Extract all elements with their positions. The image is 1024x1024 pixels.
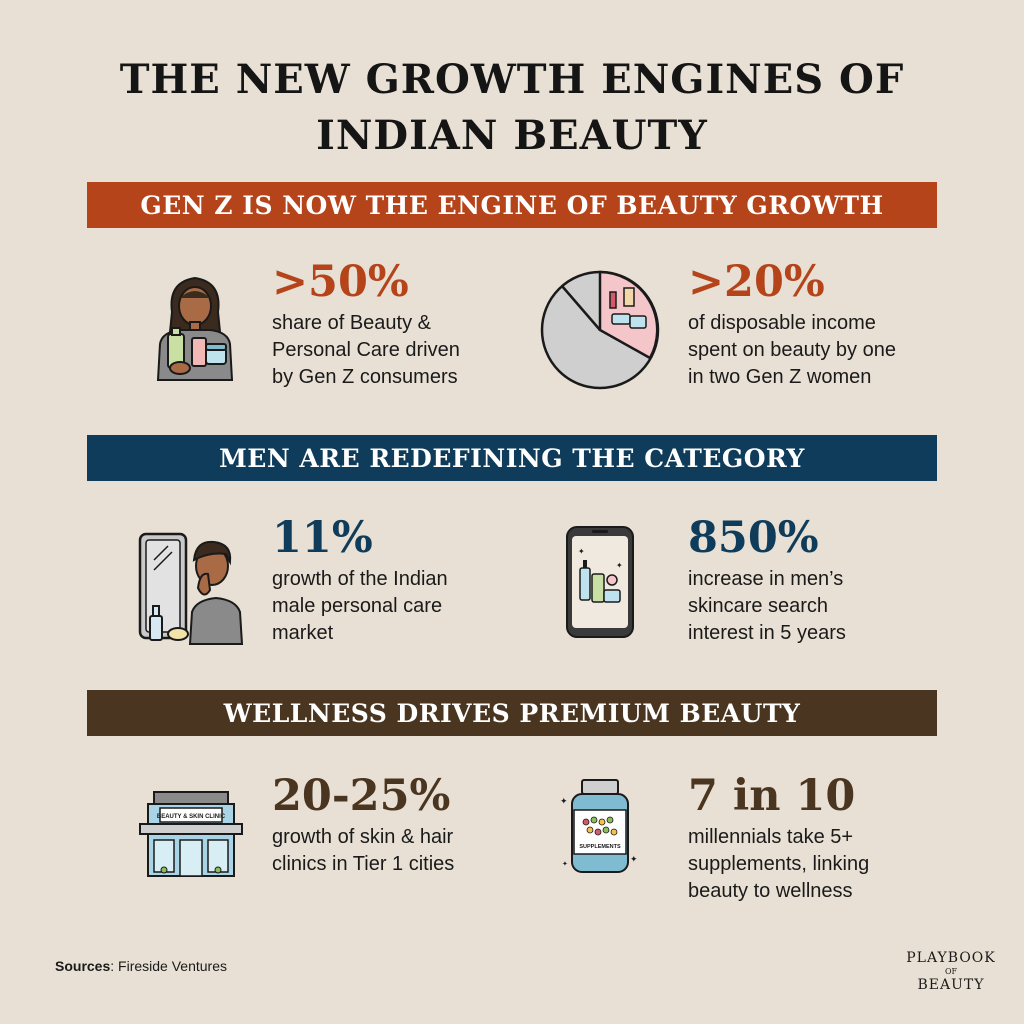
stat-description-line: growth of the Indian xyxy=(272,568,448,590)
stat-men-skincare-search: 850% increase in men’s skincare search i… xyxy=(688,512,846,647)
section-men-heading: MEN ARE REDEFINING THE CATEGORY xyxy=(87,435,937,481)
page-title-line-1: THE NEW GROWTH ENGINES OF xyxy=(119,56,905,103)
sources-text: : Fireside Ventures xyxy=(110,958,227,974)
phone-skincare-icon: ✦ ✦ xyxy=(566,526,634,638)
logo-line-2: OF xyxy=(944,967,958,976)
svg-text:✦: ✦ xyxy=(560,796,568,806)
stat-description: of disposable income spent on beauty by … xyxy=(688,310,896,391)
pie-chart-icon xyxy=(540,270,660,390)
stat-description-line: beauty to wellness xyxy=(688,880,853,902)
stat-description-line: market xyxy=(272,622,334,644)
stat-description-line: supplements, linking xyxy=(688,853,870,875)
stat-description-line: in two Gen Z women xyxy=(688,366,872,388)
stat-gen-z-share: >50% share of Beauty & Personal Care dri… xyxy=(272,256,460,391)
sources-note: Sources: Fireside Ventures xyxy=(55,958,227,974)
logo-line-1: PLAYBOOK xyxy=(906,950,996,966)
page-title-line-2: INDIAN BEAUTY xyxy=(316,112,708,159)
stat-value: 20-25% xyxy=(272,771,451,821)
clinic-building-icon: BEAUTY & SKIN CLINIC xyxy=(139,791,243,877)
svg-text:✦: ✦ xyxy=(578,547,585,556)
stat-description-line: growth of skin & hair xyxy=(272,826,454,848)
stat-description-line: spent on beauty by one xyxy=(688,339,896,361)
stat-description-line: interest in 5 years xyxy=(688,622,846,644)
page-title: THE NEW GROWTH ENGINES OF INDIAN BEAUTY xyxy=(0,52,1024,164)
svg-text:✦: ✦ xyxy=(616,561,623,570)
stat-description-line: millennials take 5+ xyxy=(688,826,854,848)
logo-line-3: BEAUTY xyxy=(917,977,985,993)
man-at-mirror-icon xyxy=(138,532,244,645)
stat-value: 850% xyxy=(688,513,819,563)
stat-millennial-supplements: 7 in 10 millennials take 5+ supplements,… xyxy=(688,770,869,905)
woman-holding-products-icon xyxy=(156,276,234,381)
stat-description-line: by Gen Z consumers xyxy=(272,366,458,388)
stat-value: 11% xyxy=(272,513,373,563)
stat-clinic-growth: 20-25% growth of skin & hair clinics in … xyxy=(272,770,454,878)
section-wellness-heading: WELLNESS DRIVES PREMIUM BEAUTY xyxy=(87,690,937,736)
brand-logo: PLAYBOOK OF BEAUTY xyxy=(896,950,1006,993)
stat-description-line: share of Beauty & xyxy=(272,312,431,334)
stat-description-line: skincare search xyxy=(688,595,829,617)
stat-description: share of Beauty & Personal Care driven b… xyxy=(272,310,460,391)
sources-label: Sources xyxy=(55,958,111,974)
stat-description: millennials take 5+ supplements, linking… xyxy=(688,824,869,905)
supplements-label-text: SUPPLEMENTS xyxy=(579,844,621,850)
stat-value: 7 in 10 xyxy=(688,771,856,821)
stat-description-line: clinics in Tier 1 cities xyxy=(272,853,455,875)
stat-description: growth of skin & hair clinics in Tier 1 … xyxy=(272,824,454,878)
stat-description-line: Personal Care driven xyxy=(272,339,460,361)
stat-description: growth of the Indian male personal care … xyxy=(272,566,448,647)
stat-description-line: male personal care xyxy=(272,595,443,617)
stat-description: increase in men’s skincare search intere… xyxy=(688,566,846,647)
stat-description-line: increase in men’s xyxy=(688,568,844,590)
section-gen-z-heading: GEN Z IS NOW THE ENGINE OF BEAUTY GROWTH xyxy=(87,182,937,228)
stat-male-care-growth: 11% growth of the Indian male personal c… xyxy=(272,512,448,647)
svg-text:✦: ✦ xyxy=(562,860,568,868)
stat-value: >20% xyxy=(688,257,825,307)
stat-gen-z-income: >20% of disposable income spent on beaut… xyxy=(688,256,896,391)
stat-description-line: of disposable income xyxy=(688,312,876,334)
stat-value: >50% xyxy=(272,257,409,307)
supplements-bottle-icon: SUPPLEMENTS ✦ ✦ ✦ xyxy=(560,779,638,873)
svg-text:✦: ✦ xyxy=(630,854,638,864)
clinic-sign-text: BEAUTY & SKIN CLINIC xyxy=(157,814,226,820)
